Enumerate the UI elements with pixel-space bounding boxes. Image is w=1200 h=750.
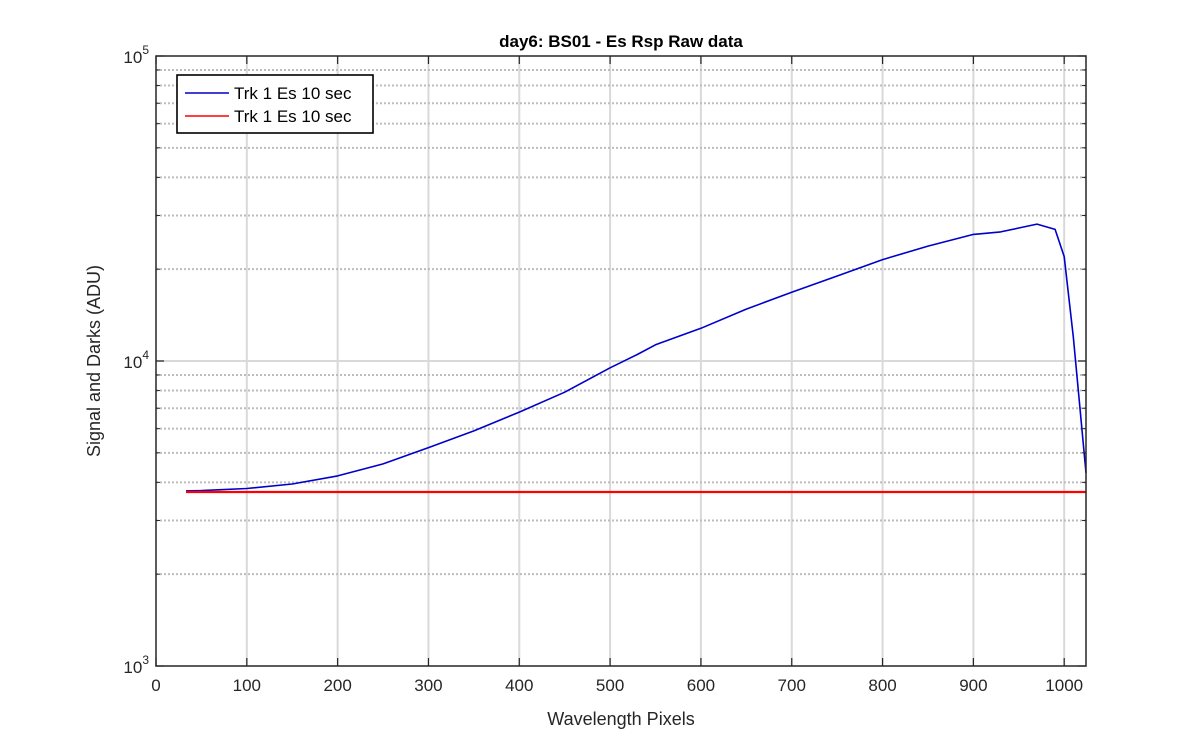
x-tick-label: 500 bbox=[596, 676, 624, 695]
legend-label-2: Trk 1 Es 10 sec bbox=[234, 107, 352, 126]
plot-series bbox=[185, 223, 1087, 494]
grid bbox=[156, 56, 1086, 666]
series-line-1 bbox=[185, 223, 1087, 492]
y-tick-label: 103 bbox=[123, 653, 149, 677]
legend-box bbox=[176, 74, 374, 134]
ticks: 0 100 200 300 400 500 600 700 800 900 1000 103 104 10… bbox=[123, 43, 1086, 695]
x-tick-label: 900 bbox=[959, 676, 987, 695]
x-tick-label: 200 bbox=[323, 676, 351, 695]
legend: Trk 1 Es 10 sec Trk 1 Es 10 sec bbox=[176, 74, 374, 134]
x-tick-label: 100 bbox=[233, 676, 261, 695]
x-tick-label: 300 bbox=[414, 676, 442, 695]
x-tick-label: 800 bbox=[868, 676, 896, 695]
x-tick-label: 600 bbox=[687, 676, 715, 695]
legend-label-1: Trk 1 Es 10 sec bbox=[234, 84, 352, 103]
chart-title: day6: BS01 - Es Rsp Raw data bbox=[499, 32, 743, 51]
y-axis-label: Signal and Darks (ADU) bbox=[84, 265, 104, 457]
y-tick-label: 104 bbox=[123, 348, 149, 372]
x-tick-label: 1000 bbox=[1045, 676, 1083, 695]
labels: day6: BS01 - Es Rsp Raw data Wavelength … bbox=[84, 32, 743, 729]
y-tick-label: 105 bbox=[123, 43, 149, 67]
x-tick-label: 0 bbox=[151, 676, 160, 695]
x-axis-label: Wavelength Pixels bbox=[547, 709, 694, 729]
x-tick-label: 700 bbox=[778, 676, 806, 695]
x-tick-label: 400 bbox=[505, 676, 533, 695]
